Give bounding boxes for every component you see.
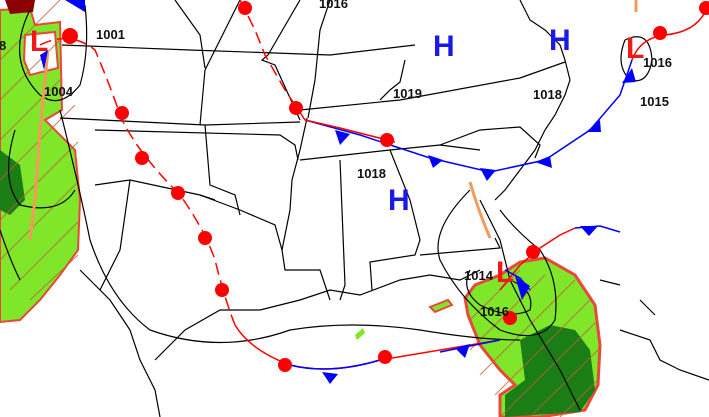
isobars [0, 4, 653, 344]
precipitation-west [0, 0, 82, 324]
isobar-label: 1018 [533, 87, 562, 102]
isobar-label: 1014 [464, 268, 493, 283]
isobar-label: 1016 [319, 0, 348, 11]
political-borders [59, 0, 709, 417]
precip-hatching [0, 0, 599, 417]
isobar-label: 1018 [357, 166, 386, 181]
isobar-label: 8 [0, 38, 7, 53]
isobar-label: 1004 [44, 84, 73, 99]
fronts [39, 0, 709, 384]
isobar-label: 1016 [480, 304, 509, 319]
low-pressure-symbol: L [30, 25, 49, 58]
low-pressure-symbol: L [626, 32, 645, 65]
isobar-label: 1019 [393, 86, 422, 101]
high-pressure-symbol: H [549, 24, 571, 57]
troughs [28, 0, 638, 241]
low-pressure-symbol: L [496, 256, 515, 289]
high-pressure-symbol: H [388, 184, 410, 217]
isobar-label: 1015 [640, 94, 669, 109]
isobar-label: 1001 [96, 27, 125, 42]
high-pressure-symbol: H [433, 30, 455, 63]
isobar-label: 1016 [643, 55, 672, 70]
